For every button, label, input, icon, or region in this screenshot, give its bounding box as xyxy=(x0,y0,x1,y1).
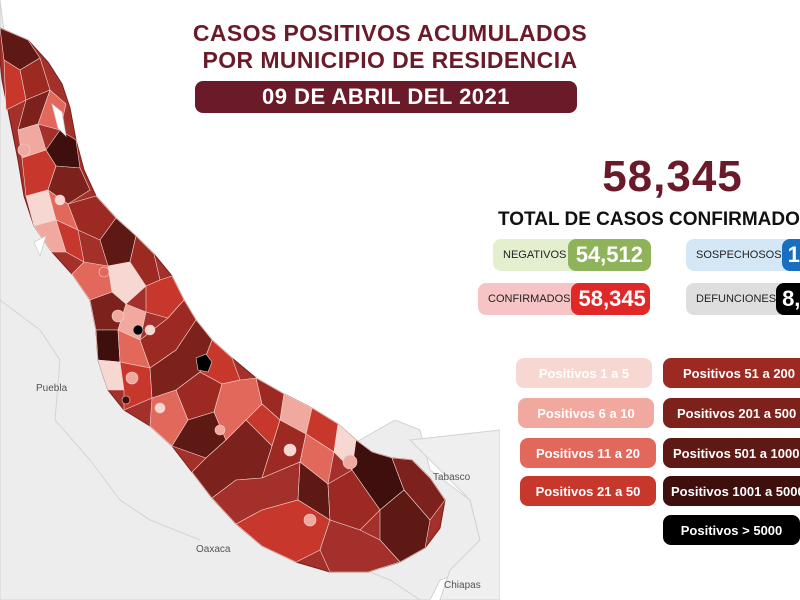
stat-confirmados-label: CONFIRMADOS xyxy=(488,293,571,305)
stat-defunciones-label: DEFUNCIONES xyxy=(696,293,777,305)
legend-item-201-500: Positivos 201 a 500 xyxy=(663,398,800,428)
title-line-2: POR MUNICIPIO DE RESIDENCIA xyxy=(202,47,578,73)
stat-confirmados: CONFIRMADOS 58,345 xyxy=(478,283,650,315)
stat-negativos: NEGATIVOS 54,512 xyxy=(493,239,651,271)
lagoon xyxy=(33,235,47,258)
date-banner: 09 DE ABRIL DEL 2021 xyxy=(195,81,577,113)
stat-sospechosos-label: SOSPECHOSOS xyxy=(696,249,782,261)
stat-defunciones-value: 8, xyxy=(776,283,800,315)
legend-item-21-50: Positivos 21 a 50 xyxy=(520,476,656,506)
municipality-patches xyxy=(0,27,446,573)
legend-item-11-20: Positivos 11 a 20 xyxy=(520,438,656,468)
state-label-puebla: Puebla xyxy=(36,383,68,394)
state-label-chiapas: Chiapas xyxy=(444,580,481,591)
total-cases-label: TOTAL DE CASOS CONFIRMADOS xyxy=(498,209,800,230)
legend-item-1-5: Positivos 1 a 5 xyxy=(516,358,652,388)
stat-sospechosos: SOSPECHOSOS 11 xyxy=(686,239,800,271)
state-label-tabasco: Tabasco xyxy=(433,472,471,483)
legend-item-6-10: Positivos 6 a 10 xyxy=(518,398,654,428)
lagoon xyxy=(51,102,67,138)
title-line-1: CASOS POSITIVOS ACUMULADOS xyxy=(192,20,588,46)
total-cases-number: 58,345 xyxy=(602,152,743,201)
legend-item-51-200: Positivos 51 a 200 xyxy=(663,358,800,388)
legend-item-1001-5000: Positivos 1001 a 5000 xyxy=(663,476,800,506)
stat-negativos-label: NEGATIVOS xyxy=(503,249,567,261)
stat-sospechosos-value: 11 xyxy=(781,239,800,271)
legend-item-501-1000: Positivos 501 a 1000 xyxy=(663,438,800,468)
stat-confirmados-value: 58,345 xyxy=(570,283,650,315)
stat-negativos-value: 54,512 xyxy=(567,239,651,271)
state-label-oaxaca: Oaxaca xyxy=(196,544,231,555)
stat-defunciones: DEFUNCIONES 8, xyxy=(686,283,800,315)
legend-item-over-5000: Positivos > 5000 xyxy=(663,515,800,545)
neighbor-state-east xyxy=(408,429,500,600)
page-title: CASOS POSITIVOS ACUMULADOS POR MUNICIPIO… xyxy=(150,20,630,74)
